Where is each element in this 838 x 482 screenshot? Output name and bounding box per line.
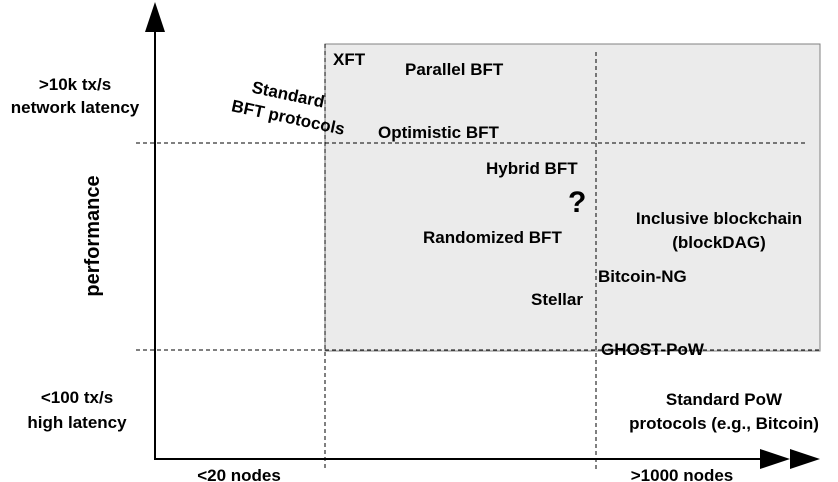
ghost-pow-label: GHOST-PoW bbox=[601, 340, 705, 359]
y-high-label-line1: >10k tx/s bbox=[39, 75, 111, 94]
x-axis-arrowhead-2 bbox=[790, 449, 820, 469]
y-high-label-line2: network latency bbox=[11, 98, 140, 117]
randomized-bft-label: Randomized BFT bbox=[423, 228, 562, 247]
standard-pow-label-line2: protocols (e.g., Bitcoin) bbox=[629, 414, 819, 433]
unknown-question-mark: ? bbox=[568, 186, 586, 219]
standard-pow-label-line1: Standard PoW bbox=[666, 390, 783, 409]
optimistic-bft-label: Optimistic BFT bbox=[378, 123, 500, 142]
parallel-bft-label: Parallel BFT bbox=[405, 60, 504, 79]
x-high-label: >1000 nodes bbox=[631, 466, 734, 482]
y-low-label-line2: high latency bbox=[27, 413, 127, 432]
x-low-label: <20 nodes bbox=[197, 466, 281, 482]
y-low-label-line1: <100 tx/s bbox=[41, 388, 113, 407]
xft-label: XFT bbox=[333, 50, 366, 69]
y-axis-title: performance bbox=[82, 175, 104, 296]
inclusive-blockchain-label-line2: (blockDAG) bbox=[672, 233, 766, 252]
hybrid-bft-label: Hybrid BFT bbox=[486, 159, 578, 178]
shaded-region bbox=[324, 43, 821, 352]
y-axis-arrowhead bbox=[145, 2, 165, 32]
x-axis-arrowhead-1 bbox=[760, 449, 790, 469]
inclusive-blockchain-label-line1: Inclusive blockchain bbox=[636, 209, 802, 228]
bitcoin-ng-label: Bitcoin-NG bbox=[598, 267, 687, 286]
stellar-label: Stellar bbox=[531, 290, 583, 309]
